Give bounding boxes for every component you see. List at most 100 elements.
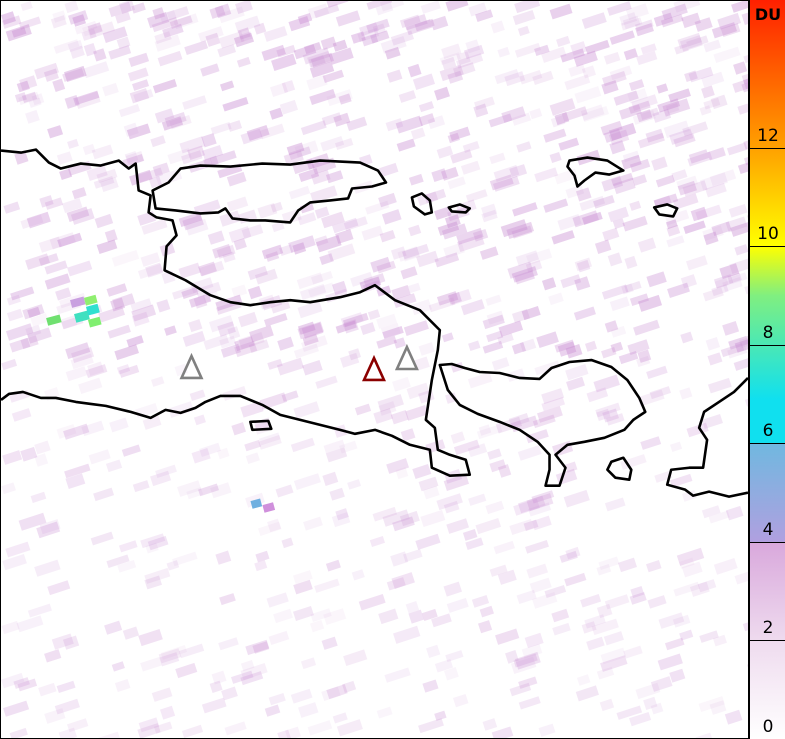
so2-pixel — [96, 168, 118, 184]
so2-pixel — [154, 31, 172, 44]
so2-pixel — [677, 180, 697, 196]
so2-pixel — [332, 280, 348, 296]
so2-pixel — [598, 556, 620, 571]
so2-pixel — [465, 537, 484, 551]
so2-pixel — [210, 121, 232, 135]
so2-pixel — [246, 124, 270, 141]
so2-pixel — [707, 377, 732, 394]
so2-pixel — [561, 106, 588, 122]
so2-pixel — [671, 169, 688, 182]
so2-pixel — [122, 154, 144, 168]
so2-pixel — [319, 253, 334, 266]
so2-pixel — [16, 80, 30, 93]
so2-pixel — [285, 726, 301, 738]
so2-pixel — [679, 387, 693, 400]
so2-pixel — [293, 570, 313, 585]
so2-pixel — [108, 45, 132, 60]
so2-pixel — [489, 152, 506, 165]
so2-pixel — [129, 169, 153, 186]
so2-pixel — [665, 209, 690, 226]
so2-pixel — [489, 459, 507, 473]
so2-pixel — [158, 648, 182, 664]
so2-pixel — [489, 174, 514, 191]
so2-pixel — [603, 51, 621, 65]
so2-pixel — [152, 162, 170, 177]
so2-pixel — [94, 213, 114, 229]
so2-pixel — [310, 169, 331, 185]
so2-pixel — [581, 65, 597, 79]
so2-pixel — [302, 333, 319, 346]
so2-pixel — [741, 69, 748, 85]
so2-pixel — [593, 195, 615, 209]
so2-pixel — [549, 3, 573, 20]
so2-pixel — [517, 25, 530, 37]
so2-pixel — [602, 227, 620, 242]
so2-pixel — [732, 77, 748, 93]
so2-pixel — [730, 272, 748, 284]
so2-pixel — [73, 90, 100, 106]
so2-pixel — [613, 90, 639, 106]
so2-pixel — [572, 210, 599, 228]
so2-pixel — [36, 521, 61, 539]
so2-pixel — [541, 46, 567, 63]
so2-pixel — [309, 619, 325, 633]
so2-pixel — [408, 609, 425, 624]
so2-pixel — [351, 569, 365, 581]
so2-pixel — [611, 172, 634, 187]
so2-pixel — [27, 327, 52, 344]
coastline-islet — [249, 419, 273, 432]
so2-pixel — [354, 403, 372, 416]
so2-pixel — [71, 346, 95, 364]
so2-pixel — [574, 86, 602, 104]
so2-pixel — [159, 652, 180, 667]
so2-pixel — [107, 324, 131, 339]
so2-pixel — [299, 283, 327, 300]
so2-pixel — [160, 645, 188, 660]
so2-pixel — [399, 14, 421, 29]
so2-pixel — [276, 44, 296, 58]
so2-pixel — [320, 36, 337, 50]
so2-pixel — [414, 356, 430, 371]
so2-pixel — [703, 39, 721, 53]
so2-pixel — [279, 99, 299, 115]
so2-pixel — [486, 330, 504, 343]
so2-pixel — [492, 176, 520, 192]
so2-pixel — [403, 320, 429, 336]
so2-pixel — [25, 324, 42, 338]
so2-pixel — [384, 667, 411, 683]
so2-pixel — [610, 341, 624, 353]
so2-pixel — [88, 449, 111, 465]
so2-pixel — [493, 540, 515, 555]
so2-pixel-high — [262, 502, 276, 513]
so2-pixel — [446, 518, 470, 534]
so2-pixel — [185, 218, 209, 236]
so2-pixel — [620, 17, 643, 31]
so2-pixel — [743, 136, 748, 150]
so2-pixel — [159, 705, 176, 720]
so2-pixel — [231, 670, 254, 684]
so2-pixel — [258, 435, 282, 450]
so2-pixel — [555, 468, 578, 486]
so2-pixel — [333, 112, 351, 127]
so2-pixel — [39, 519, 61, 535]
so2-pixel — [607, 206, 629, 223]
so2-pixel — [462, 140, 480, 153]
so2-pixel — [630, 585, 645, 599]
so2-pixel — [457, 234, 485, 253]
so2-pixel — [322, 471, 339, 486]
so2-pixel — [621, 283, 634, 295]
so2-pixel — [3, 700, 30, 717]
so2-pixel — [618, 351, 639, 365]
so2-pixel — [332, 712, 348, 724]
map-panel — [0, 0, 749, 739]
so2-pixel — [444, 667, 459, 681]
so2-pixel — [452, 693, 469, 708]
so2-pixel — [1, 11, 16, 25]
so2-pixel — [560, 48, 585, 63]
so2-pixel — [548, 292, 564, 306]
so2-pixel — [709, 700, 727, 715]
so2-pixel — [1, 620, 20, 635]
so2-pixel — [517, 445, 542, 461]
so2-pixel — [525, 260, 543, 273]
so2-pixel — [182, 214, 204, 231]
